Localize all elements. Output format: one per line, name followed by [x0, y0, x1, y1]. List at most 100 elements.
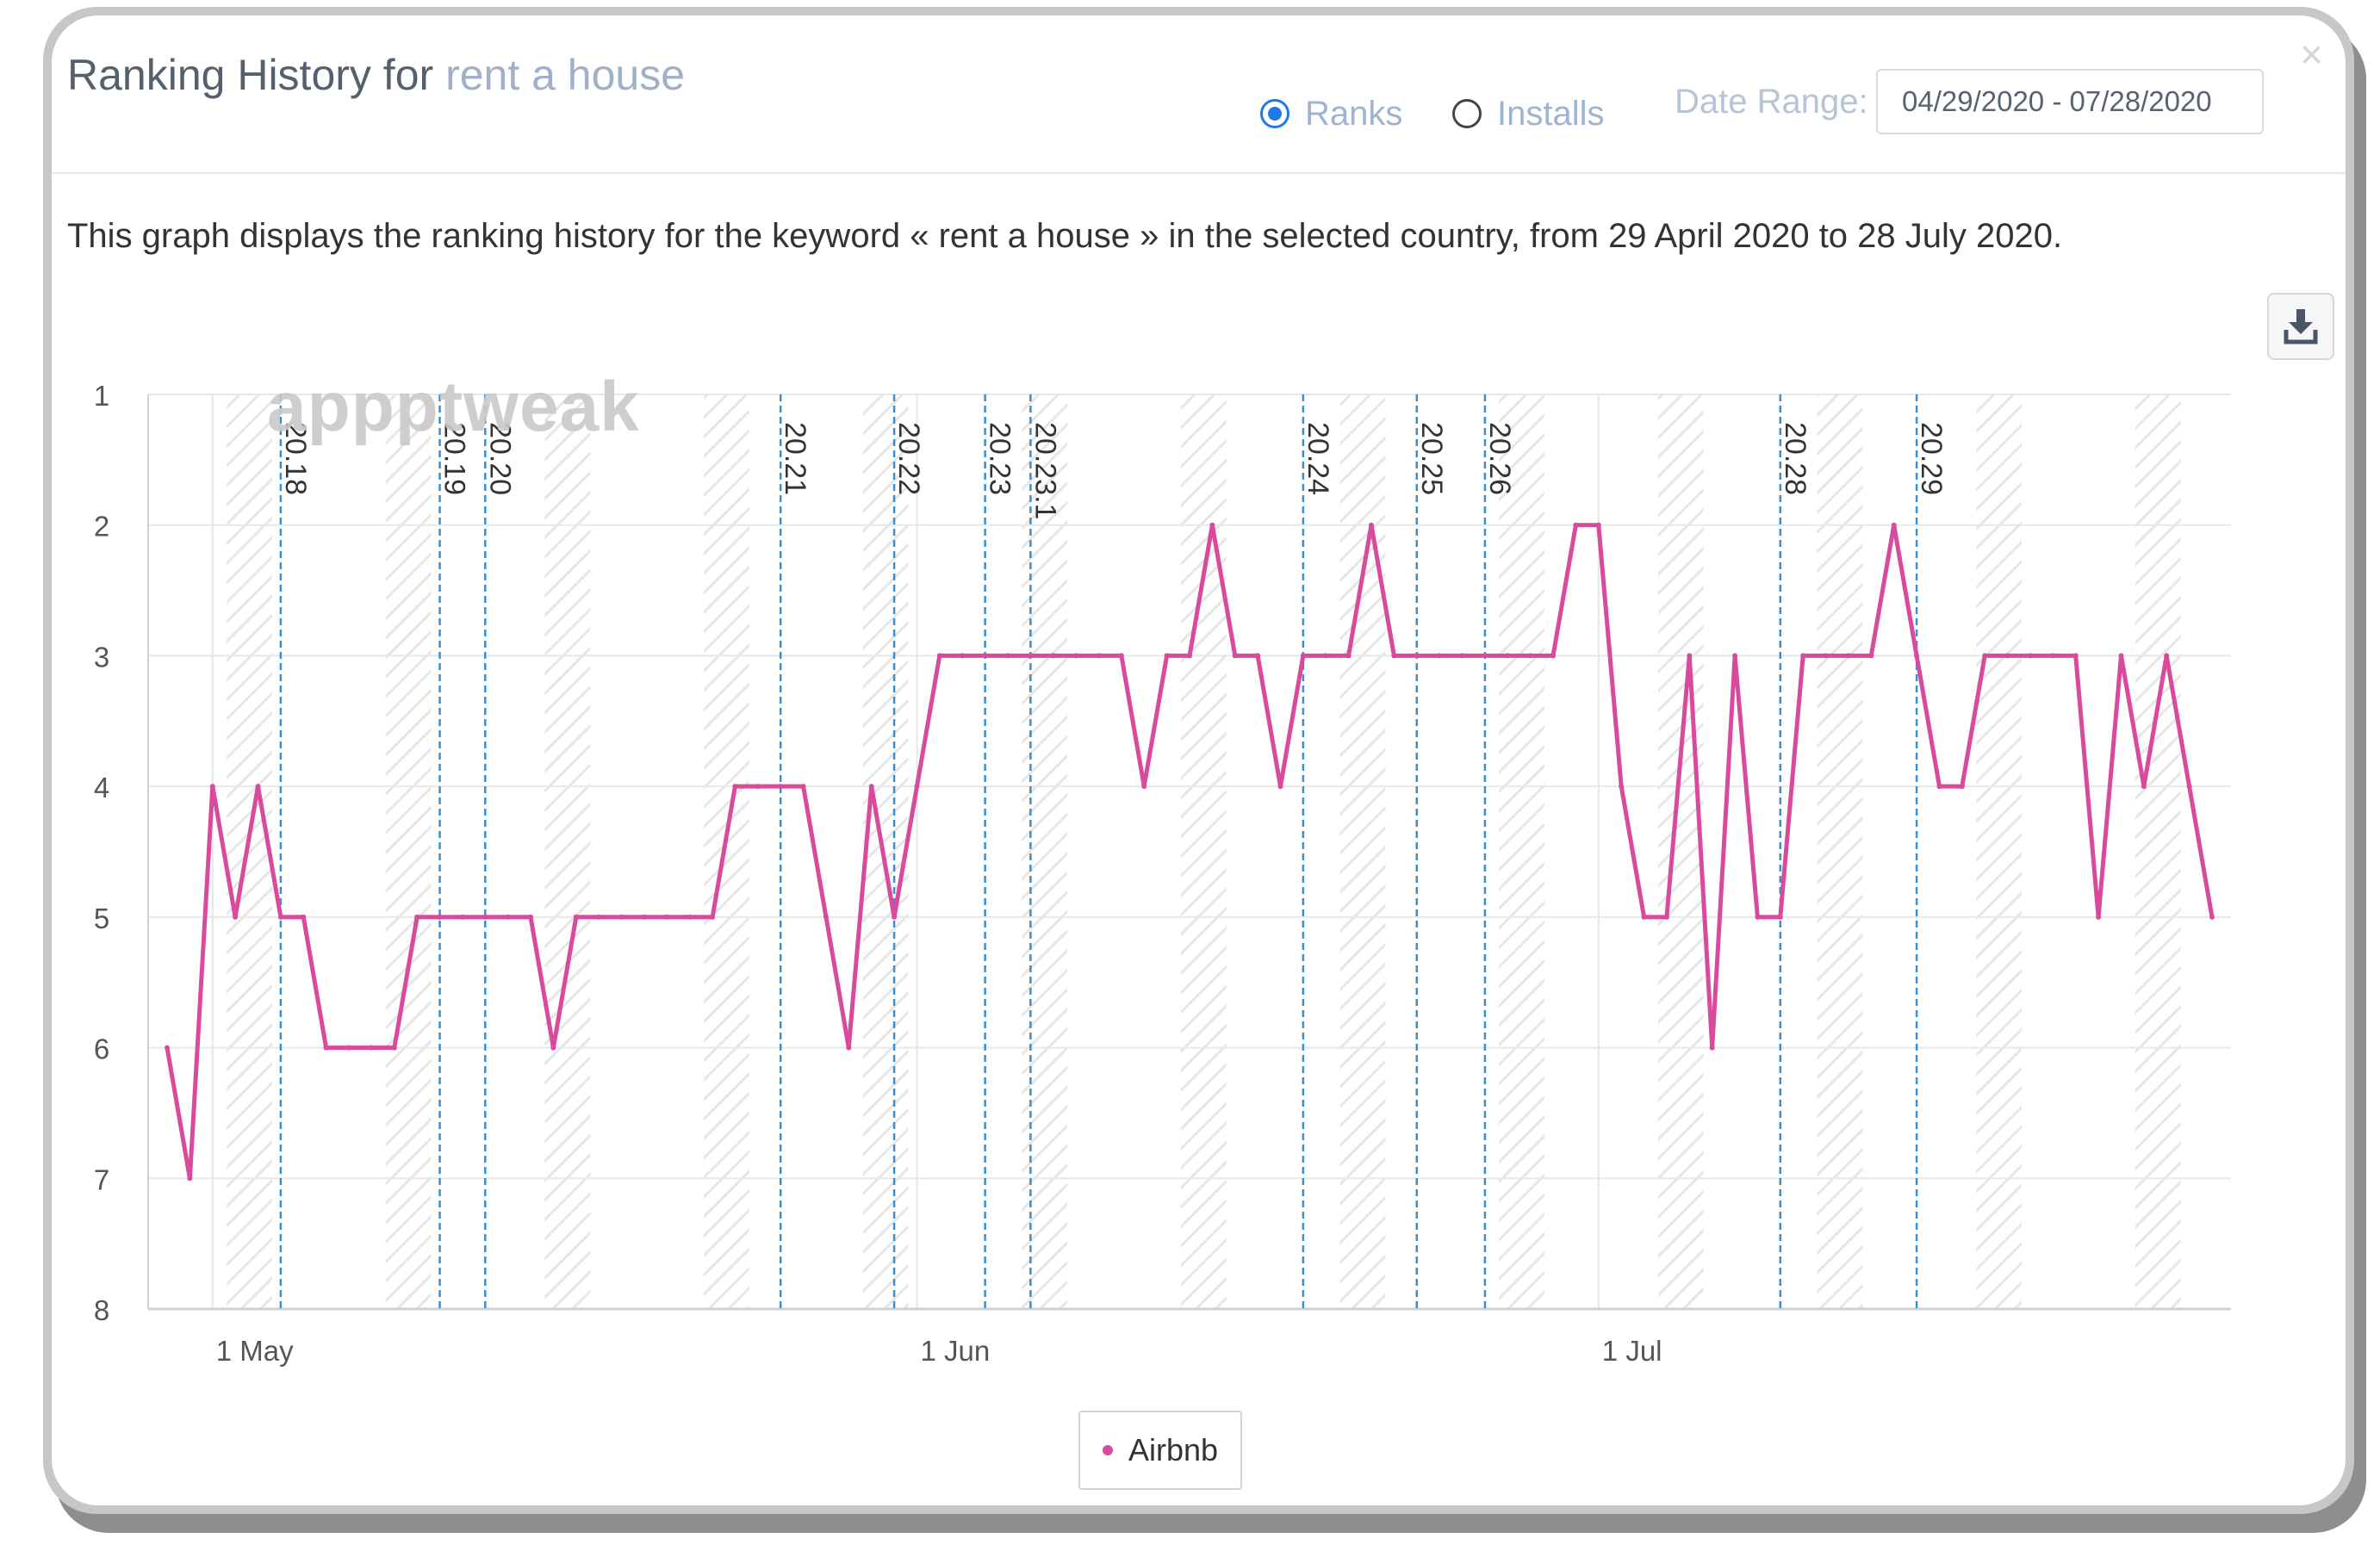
- data-point[interactable]: [528, 914, 534, 920]
- data-point[interactable]: [936, 653, 942, 659]
- data-point[interactable]: [1323, 653, 1329, 659]
- data-point[interactable]: [664, 914, 670, 920]
- data-point[interactable]: [1732, 653, 1738, 659]
- data-point[interactable]: [800, 784, 806, 790]
- data-point[interactable]: [1209, 522, 1215, 528]
- data-point[interactable]: [2164, 653, 2170, 659]
- data-point[interactable]: [1959, 784, 1965, 790]
- data-point[interactable]: [914, 784, 920, 790]
- data-point[interactable]: [1277, 784, 1283, 790]
- data-point[interactable]: [233, 914, 239, 920]
- data-point[interactable]: [2072, 653, 2079, 659]
- data-point[interactable]: [1982, 653, 1988, 659]
- data-point[interactable]: [1482, 653, 1488, 659]
- data-point[interactable]: [209, 784, 215, 790]
- data-point[interactable]: [1096, 653, 1102, 659]
- x-tick-label: 1 Jul: [1602, 1335, 1662, 1367]
- data-point[interactable]: [1414, 653, 1420, 659]
- data-point[interactable]: [255, 784, 261, 790]
- data-point[interactable]: [1777, 914, 1783, 920]
- data-point[interactable]: [391, 1045, 397, 1051]
- data-point[interactable]: [1073, 653, 1079, 659]
- data-point[interactable]: [1141, 784, 1147, 790]
- chart-legend[interactable]: Airbnb: [1078, 1411, 1242, 1490]
- data-point[interactable]: [2141, 784, 2147, 790]
- data-point[interactable]: [1619, 784, 1625, 790]
- data-point[interactable]: [1369, 522, 1375, 528]
- data-point[interactable]: [2209, 914, 2215, 920]
- data-point[interactable]: [2050, 653, 2056, 659]
- download-button[interactable]: [2267, 293, 2334, 360]
- data-point[interactable]: [982, 653, 988, 659]
- data-point[interactable]: [573, 914, 579, 920]
- data-point[interactable]: [960, 653, 966, 659]
- data-point[interactable]: [755, 784, 761, 790]
- data-point[interactable]: [1641, 914, 1647, 920]
- data-point[interactable]: [505, 914, 511, 920]
- data-point[interactable]: [550, 1045, 556, 1051]
- data-point[interactable]: [187, 1176, 193, 1182]
- data-point[interactable]: [346, 1045, 352, 1051]
- data-point[interactable]: [482, 914, 488, 920]
- data-point[interactable]: [1004, 653, 1010, 659]
- data-point[interactable]: [1800, 653, 1806, 659]
- data-point[interactable]: [1118, 653, 1124, 659]
- data-point[interactable]: [618, 914, 625, 920]
- data-point[interactable]: [1845, 653, 1851, 659]
- data-point[interactable]: [823, 914, 829, 920]
- data-point[interactable]: [1663, 914, 1669, 920]
- data-point[interactable]: [459, 914, 465, 920]
- data-point[interactable]: [1391, 653, 1397, 659]
- data-point[interactable]: [1573, 522, 1579, 528]
- data-point[interactable]: [1550, 653, 1557, 659]
- data-point[interactable]: [846, 1045, 852, 1051]
- data-point[interactable]: [301, 914, 307, 920]
- data-point[interactable]: [1187, 653, 1192, 659]
- data-point[interactable]: [1527, 653, 1533, 659]
- data-point[interactable]: [868, 784, 874, 790]
- data-point[interactable]: [1687, 653, 1693, 659]
- date-range-input[interactable]: [1876, 69, 2264, 134]
- data-point[interactable]: [2118, 653, 2124, 659]
- data-point[interactable]: [1232, 653, 1238, 659]
- data-point[interactable]: [732, 784, 738, 790]
- data-point[interactable]: [414, 914, 420, 920]
- data-point[interactable]: [1028, 653, 1034, 659]
- data-point[interactable]: [1505, 653, 1511, 659]
- data-point[interactable]: [2096, 914, 2102, 920]
- data-point[interactable]: [1164, 653, 1170, 659]
- data-point[interactable]: [1868, 653, 1874, 659]
- data-point[interactable]: [1755, 914, 1761, 920]
- data-point[interactable]: [1050, 653, 1056, 659]
- data-point[interactable]: [1255, 653, 1261, 659]
- data-point[interactable]: [277, 914, 283, 920]
- data-point[interactable]: [778, 784, 784, 790]
- data-point[interactable]: [892, 914, 898, 920]
- data-point[interactable]: [1914, 653, 1920, 659]
- data-point[interactable]: [1823, 653, 1829, 659]
- data-point[interactable]: [1437, 653, 1443, 659]
- data-point[interactable]: [1300, 653, 1306, 659]
- data-point[interactable]: [1345, 653, 1352, 659]
- data-point[interactable]: [165, 1045, 170, 1051]
- data-point[interactable]: [710, 914, 716, 920]
- data-point[interactable]: [1891, 522, 1897, 528]
- data-point[interactable]: [596, 914, 602, 920]
- close-icon[interactable]: ×: [2300, 32, 2323, 77]
- data-point[interactable]: [1709, 1045, 1715, 1051]
- data-point[interactable]: [2186, 784, 2192, 790]
- ranks-radio-option[interactable]: Ranks: [1260, 88, 1402, 140]
- data-point[interactable]: [1936, 784, 1942, 790]
- installs-radio-option[interactable]: Installs: [1452, 88, 1605, 140]
- data-point[interactable]: [1459, 653, 1465, 659]
- data-point[interactable]: [2004, 653, 2010, 659]
- data-point[interactable]: [687, 914, 693, 920]
- data-point[interactable]: [641, 914, 647, 920]
- ranks-radio-icon[interactable]: [1260, 99, 1289, 128]
- data-point[interactable]: [1595, 522, 1601, 528]
- data-point[interactable]: [369, 1045, 375, 1051]
- installs-radio-icon[interactable]: [1452, 99, 1482, 128]
- data-point[interactable]: [323, 1045, 329, 1051]
- data-point[interactable]: [437, 914, 443, 920]
- data-point[interactable]: [2027, 653, 2033, 659]
